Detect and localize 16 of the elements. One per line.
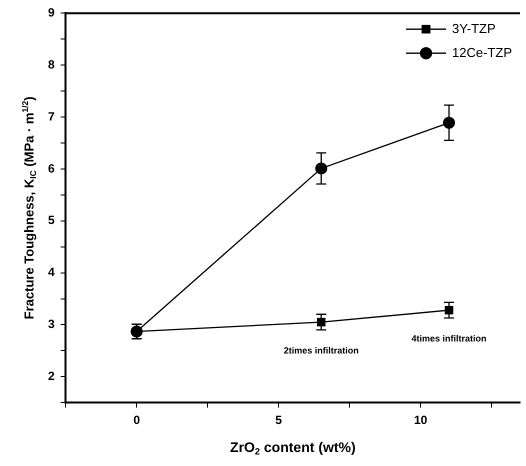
x-tick-label: 5 [275,413,282,428]
y-tick-label: 4 [48,265,55,280]
y-tick-label: 6 [48,161,55,176]
x-tick-label: 10 [414,413,428,428]
annotation: 2times infiltration [284,346,359,356]
y-tick-label: 9 [48,6,55,20]
y-tick-label: 5 [48,213,55,228]
legend-label: 3Y-TZP [452,20,496,36]
y-tick-label: 8 [48,57,55,72]
y-axis-title: Fracture Toughness, KIC (MPa · m1/2) [20,96,38,320]
legend-label: 12Ce-TZP [452,44,512,60]
x-tick-label: 0 [133,413,140,428]
y-tick-label: 2 [48,368,55,383]
annotation: 4times infiltration [412,334,487,344]
y-tick-label: 7 [48,109,55,124]
y-tick-label: 3 [48,317,55,332]
